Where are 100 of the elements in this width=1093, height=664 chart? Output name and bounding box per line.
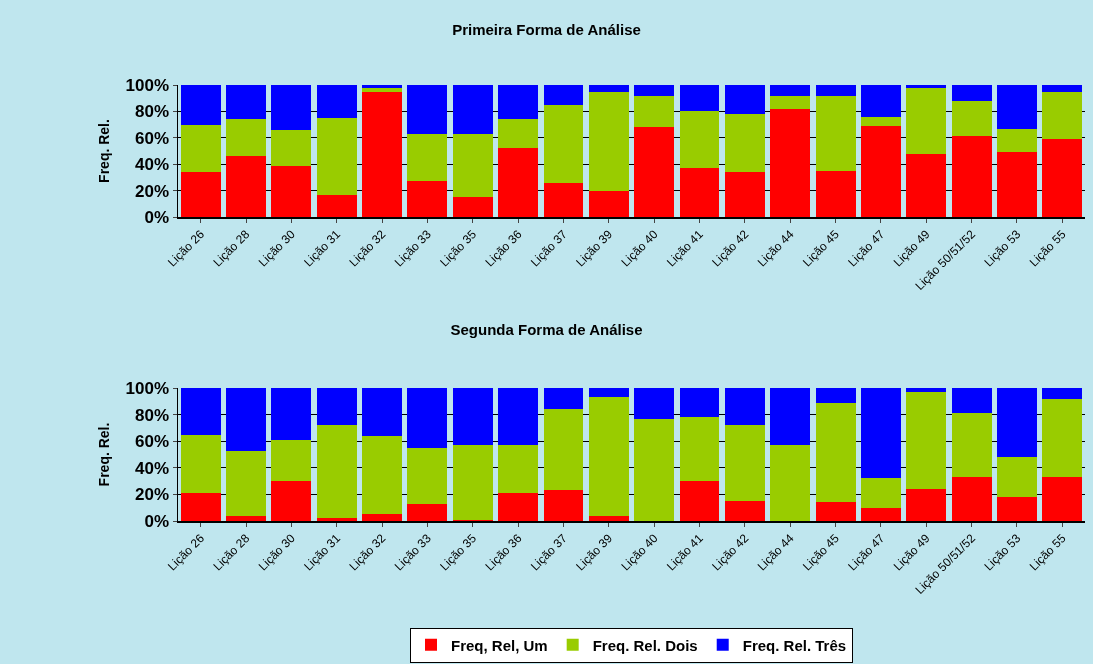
bar [180,124,221,173]
bar [180,388,221,435]
bar [226,450,266,517]
bar [724,425,765,502]
bar [679,85,720,112]
bar [271,388,312,440]
bar [180,85,221,125]
bar [543,409,584,491]
bar [1042,91,1083,140]
bar [498,85,539,120]
bar [452,445,493,521]
y-tick-label: 80% [135,102,170,122]
bar [271,165,312,217]
bar [1042,139,1083,217]
bar [679,388,720,418]
bar [543,85,584,105]
bar [226,388,266,451]
bar [1042,398,1083,478]
bar [679,481,720,521]
bar [452,85,493,134]
bar [180,434,221,494]
bar [951,100,992,137]
bar [951,85,992,101]
bar [860,478,901,508]
bar [407,503,448,521]
bar [1042,85,1083,92]
bar [770,85,811,96]
bar [997,85,1037,129]
bar [407,388,448,448]
y-tick-label: 100% [125,75,170,95]
bar [997,497,1037,521]
bar [362,92,403,217]
y-axis-title: Freq. Rel. [96,422,113,487]
bar [906,391,947,490]
y-tick-label: 0% [144,207,170,227]
bar [951,388,992,414]
bar [815,85,856,96]
bar [498,148,539,217]
bar [634,388,675,419]
bar [407,85,448,134]
chart-title: Primeira Forma de Análise [452,21,641,39]
bar [860,125,901,217]
y-tick-label: 100% [125,378,170,398]
y-tick-label: 20% [135,181,170,201]
bar [770,388,811,446]
bar [316,425,357,518]
bar [679,417,720,482]
bar [271,85,312,130]
bar [316,194,357,217]
bar [498,493,539,521]
bar [997,457,1037,498]
bar [815,402,856,503]
chart-title: Segunda Forma de Análise [450,321,643,339]
bar [588,190,629,217]
bar [906,87,947,154]
bar [860,85,901,117]
bar [498,445,539,494]
bar [271,129,312,166]
y-tick-label: 60% [135,128,170,148]
bar [407,133,448,182]
bar [951,477,992,521]
bar [724,85,765,115]
bar [588,516,629,521]
bar [498,119,539,149]
bar [543,388,584,410]
bar [543,104,584,183]
bar [860,507,901,521]
bar [407,447,448,504]
bar [316,85,357,118]
y-axis-title: Freq. Rel. [96,119,113,183]
bar [679,111,720,169]
bar [770,95,811,109]
bar [906,388,947,392]
bar [362,85,403,88]
bar [951,136,992,217]
bar [634,418,675,521]
bar [997,388,1037,458]
y-tick-label: 80% [135,405,170,425]
bar [679,168,720,217]
bar [362,514,403,521]
bar [770,108,811,217]
bar [226,119,266,157]
bar [906,489,947,521]
bar [588,397,629,517]
bar [226,516,266,521]
bar [452,133,493,198]
bar [180,172,221,217]
bar [362,388,403,436]
bar [180,493,221,521]
bar [634,85,675,96]
bar [724,388,765,426]
bar [1042,477,1083,521]
bar [906,153,947,217]
bar [543,182,584,217]
bar [724,501,765,521]
bar [588,388,629,398]
bar [906,85,947,88]
bar [452,388,493,446]
bar [815,388,856,403]
bar [407,181,448,217]
